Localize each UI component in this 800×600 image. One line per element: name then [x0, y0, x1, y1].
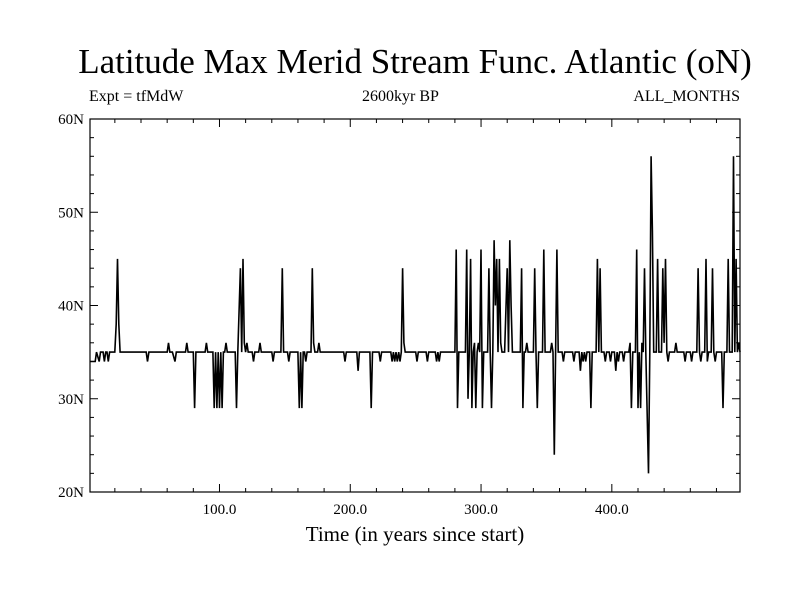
x-tick-label: 100.0	[203, 502, 237, 518]
period-label: 2600kyr BP	[362, 88, 439, 105]
y-tick-label: 50N	[58, 205, 84, 221]
series-line	[90, 156, 741, 474]
x-tick-label: 200.0	[333, 502, 367, 518]
y-tick-label: 60N	[58, 112, 84, 128]
experiment-label: Expt = tfMdW	[89, 88, 184, 105]
y-tick-label: 20N	[58, 485, 84, 501]
y-tick-label: 40N	[58, 299, 84, 315]
x-tick-label: 400.0	[595, 502, 629, 518]
plot-frame	[89, 118, 741, 493]
x-tick-label: 300.0	[464, 502, 498, 518]
months-label: ALL_MONTHS	[633, 88, 740, 105]
x-axis-label: Time (in years since start)	[305, 522, 525, 546]
chart-title: Latitude Max Merid Stream Func. Atlantic…	[78, 42, 752, 81]
axes: 20N 30N 40N 50N 60N 100.0 200.0 300.0 400.0	[58, 112, 740, 518]
y-tick-label: 30N	[58, 392, 84, 408]
